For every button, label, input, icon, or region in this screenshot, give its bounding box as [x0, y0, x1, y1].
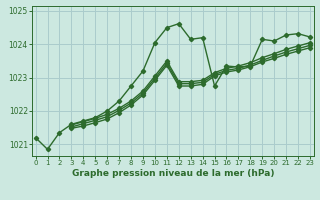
X-axis label: Graphe pression niveau de la mer (hPa): Graphe pression niveau de la mer (hPa) [72, 169, 274, 178]
